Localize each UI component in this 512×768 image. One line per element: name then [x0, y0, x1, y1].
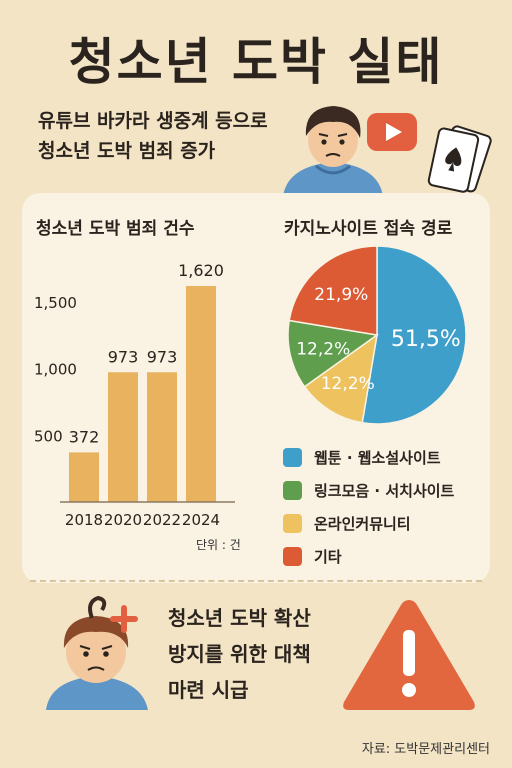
section-divider: [30, 580, 482, 582]
page-title: 청소년 도박 실태: [68, 33, 444, 91]
y-tick-label: 1,000: [34, 361, 77, 379]
legend-label: 온라인커뮤니티: [314, 515, 411, 533]
subtitle-line-2: 청소년 도박 범죄 증가: [38, 140, 216, 162]
policy-line-3: 마련 시급: [168, 678, 249, 702]
bar-value-label: 973: [147, 347, 178, 366]
bar-chart-title: 청소년 도박 범죄 건수: [36, 219, 195, 239]
policy-message: 청소년 도박 확산 방지를 위한 대책 마련 시급: [168, 600, 368, 708]
legend-item: 기타: [283, 540, 454, 573]
x-tick-label: 2024: [182, 511, 220, 529]
pie-slice: [288, 245, 378, 336]
x-tick-label: 2022: [143, 511, 181, 529]
legend-swatch: [283, 514, 302, 533]
warning-icon: [343, 600, 475, 710]
worried-avatar-icon: [46, 595, 148, 710]
legend-swatch: [283, 481, 302, 500]
pie-legend: 웹툰 · 웹소설사이트 링크모음 · 서치사이트 온라인커뮤니티 기타: [283, 441, 454, 573]
bar: [147, 372, 177, 502]
legend-label: 링크모음 · 서치사이트: [314, 482, 455, 500]
policy-line-2: 방지를 위한 대책: [168, 642, 311, 666]
pie-value-label: 12,2%: [296, 339, 350, 359]
playing-card-icon: [427, 125, 492, 193]
bar: [69, 452, 99, 502]
legend-item: 온라인커뮤니티: [283, 507, 454, 540]
unit-note: 단위 : 건: [196, 538, 241, 552]
source-note: 자료: 도박문제관리센터: [361, 742, 490, 757]
bar: [108, 372, 138, 502]
legend-label: 웹툰 · 웹소설사이트: [314, 449, 441, 467]
subtitle: 유튜브 바카라 생중계 등으로 청소년 도박 범죄 증가: [38, 106, 318, 166]
pie-slice: [303, 333, 379, 424]
pie-chart-title: 카지노사이트 접속 경로: [284, 219, 453, 239]
pie-slice: [287, 319, 379, 388]
x-tick-label: 2018: [65, 511, 103, 529]
legend-swatch: [283, 547, 302, 566]
bar-value-label: 973: [108, 347, 139, 366]
bar-value-label: 372: [69, 427, 100, 446]
legend-label: 기타: [314, 548, 342, 566]
y-tick-label: 500: [34, 427, 63, 445]
bar-value-label: 1,620: [178, 261, 224, 280]
pie-value-label: 21,9%: [314, 285, 368, 305]
pie-value-label: 51,5%: [391, 327, 461, 352]
pie-value-label: 12,2%: [321, 374, 375, 394]
policy-line-1: 청소년 도박 확산: [168, 606, 311, 630]
legend-item: 웹툰 · 웹소설사이트: [283, 441, 454, 474]
bar: [186, 286, 216, 502]
legend-swatch: [283, 448, 302, 467]
x-tick-label: 2020: [104, 511, 142, 529]
subtitle-line-1: 유튜브 바카라 생중계 등으로: [38, 110, 268, 132]
pie-slice: [361, 245, 467, 425]
y-tick-label: 1,500: [34, 294, 77, 312]
boy-avatar-icon: [283, 106, 383, 196]
legend-item: 링크모음 · 서치사이트: [283, 474, 454, 507]
play-button-icon: [367, 113, 417, 151]
